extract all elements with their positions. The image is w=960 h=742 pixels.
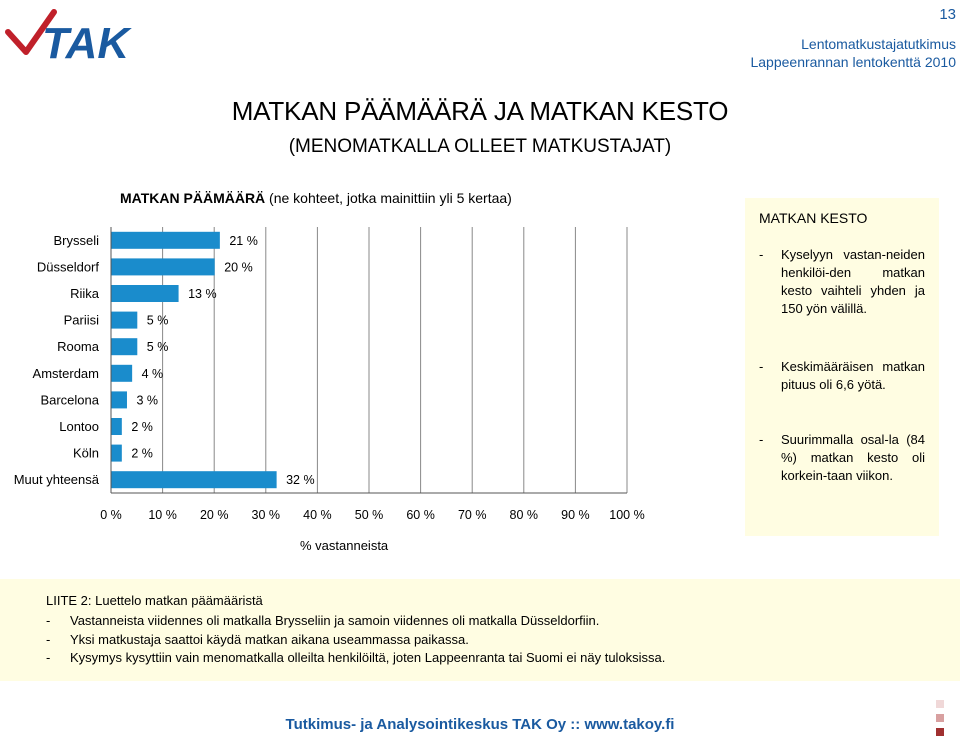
category-label: Amsterdam [33, 366, 99, 381]
bar [111, 418, 122, 435]
category-label: Muut yhteensä [14, 472, 100, 487]
value-label: 2 % [131, 420, 153, 434]
header-line-2: Lappeenrannan lentokenttä 2010 [750, 54, 956, 70]
duration-item: - Kyselyyn vastan-neiden henkilöi-den mat… [759, 247, 925, 316]
tak-logo-graphic: TAK [5, 9, 132, 68]
x-tick-label: 80 % [510, 508, 539, 522]
x-tick-label: 50 % [355, 508, 384, 522]
page-subtitle: (MENOMATKALLA OLLEET MATKUSTAJAT) [288, 136, 672, 157]
value-label: 3 % [136, 393, 158, 407]
chart-title: MATKAN PÄÄMÄÄRÄ (ne kohteet, jotka maini… [120, 190, 512, 206]
x-tick-label: 30 % [252, 508, 281, 522]
category-label: Düsseldorf [37, 259, 100, 274]
note-item-text: Yksi matkustaja saattoi käydä matkan aik… [70, 632, 469, 647]
value-label: 4 % [142, 367, 164, 381]
note-item-text: Vastanneista viidennes oli matkalla Brys… [70, 613, 600, 628]
x-tick-label: 100 % [609, 508, 644, 522]
bar [111, 311, 138, 329]
note-item: - Yksi matkustaja saattoi käydä matkan ai… [46, 632, 469, 647]
bar [111, 364, 133, 382]
value-label: 5 % [147, 340, 169, 354]
note-item: - Kysymys kysyttiin vain menomatkalla oll… [46, 650, 666, 665]
bar [111, 444, 122, 462]
bar [111, 471, 277, 489]
value-label: 2 % [131, 447, 153, 461]
x-axis-title: % vastanneista [300, 538, 389, 553]
x-tick-label: 70 % [458, 508, 487, 522]
duration-item-text: Kyselyyn vastan-neiden henkilöi-den matk… [781, 247, 925, 316]
category-label: Barcelona [40, 392, 99, 407]
value-label: 20 % [224, 260, 253, 274]
notes-heading: LIITE 2: Luettelo matkan päämääristä [46, 593, 263, 608]
bar [111, 285, 179, 302]
duration-item: - Suurimmalla osal-la (84 %) matkan kesto… [759, 432, 925, 483]
corner-decoration [936, 700, 954, 736]
category-label: Lontoo [59, 419, 99, 434]
value-label: 21 % [229, 234, 257, 248]
x-tick-label: 0 % [100, 508, 122, 522]
note-item-text: Kysymys kysyttiin vain menomatkalla olle… [70, 650, 666, 665]
duration-item: - Keskimääräisen matkan pituus oli 6,6 yö… [759, 359, 925, 392]
bar [111, 391, 127, 409]
bar [111, 231, 220, 249]
category-label: Riika [70, 286, 100, 301]
duration-box: MATKAN KESTO - Kyselyyn vastan-neiden hen… [745, 198, 939, 536]
duration-item-text: Suurimmalla osal-la (84 %) matkan kesto … [781, 432, 925, 483]
duration-heading: MATKAN KESTO [759, 210, 868, 226]
svg-text:TAK: TAK [42, 19, 132, 64]
x-tick-label: 10 % [148, 508, 177, 522]
notes-box: LIITE 2: Luettelo matkan päämääristä - Va… [0, 579, 960, 681]
duration-item-text: Keskimääräisen matkan pituus oli 6,6 yöt… [781, 359, 925, 392]
x-tick-label: 20 % [200, 508, 229, 522]
footer-text: Tutkimus- ja Analysointikeskus TAK Oy ::… [285, 716, 675, 733]
header-line-1: Lentomatkustajatutkimus [801, 36, 956, 52]
page-title: MATKAN PÄÄMÄÄRÄ JA MATKAN KESTO [231, 96, 729, 126]
category-label: Pariisi [64, 313, 100, 328]
bar [111, 338, 138, 356]
destination-bar-chart: 0 % 10 % 20 % 30 % 40 % 50 % 60 % 70 % 80 % 90 % 1… [14, 227, 645, 522]
chart-title-rest: (ne kohteet, jotka mainittiin yli 5 kert… [265, 190, 512, 206]
value-label: 13 % [188, 287, 217, 301]
page-number: 13 [939, 6, 956, 23]
bar [111, 258, 215, 276]
x-tick-label: 60 % [406, 508, 435, 522]
x-tick-label: 40 % [303, 508, 332, 522]
note-item: - Vastanneista viidennes oli matkalla Bry… [46, 613, 600, 628]
value-label: 5 % [147, 314, 169, 328]
tak-logo: TAK [4, 8, 154, 68]
category-label: Köln [73, 446, 99, 461]
chart-title-bold: MATKAN PÄÄMÄÄRÄ [120, 190, 266, 206]
x-tick-label: 90 % [561, 508, 590, 522]
value-label: 32 % [286, 473, 315, 487]
category-label: Brysseli [53, 233, 99, 248]
category-label: Rooma [57, 339, 100, 354]
